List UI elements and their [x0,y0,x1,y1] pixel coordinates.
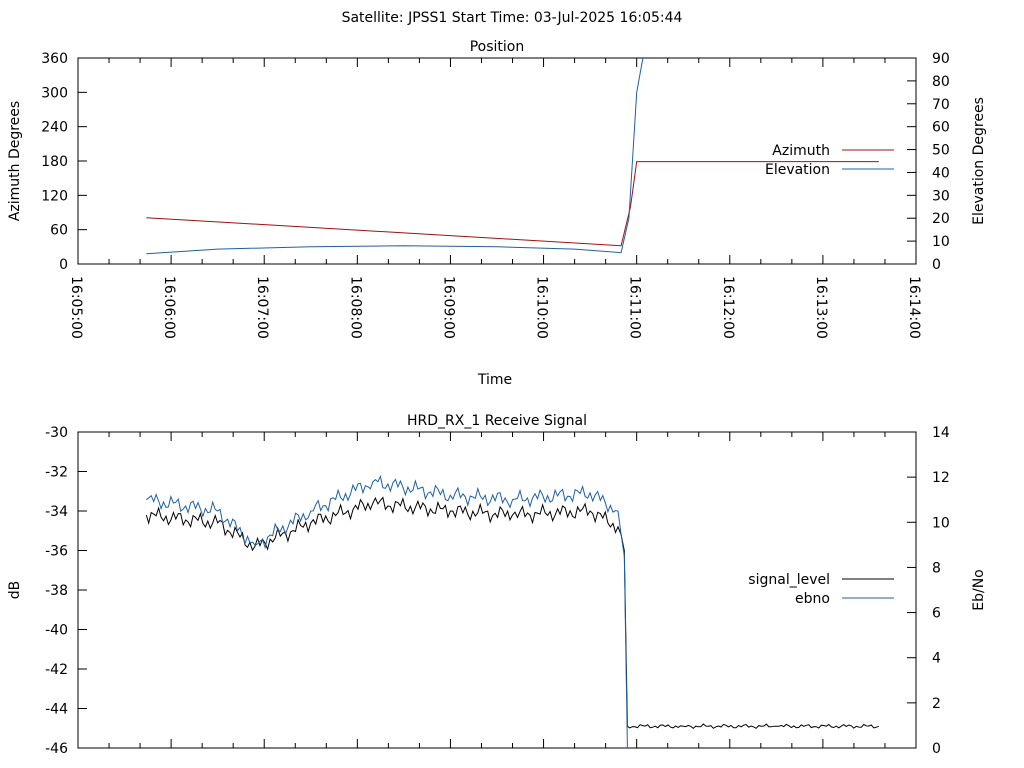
signal-y-tick-label: -46 [45,741,68,757]
signal-y-tick-label: -32 [45,465,68,481]
position-y2-tick-label: 50 [932,143,950,159]
signal-y-tick-label: -44 [45,702,68,718]
position-y-tick-label: 360 [41,51,68,67]
position-y-tick-label: 240 [41,120,68,136]
position-legend-label: Elevation [765,162,830,178]
position-x-axis-label: Time [477,372,512,388]
signal-y2-tick-label: 2 [932,696,941,712]
position-y-tick-label: 300 [41,85,68,101]
signal-legend-label: signal_level [748,572,830,588]
signal-y-tick-label: -38 [45,583,68,599]
position-y2-tick-label: 70 [932,97,950,113]
position-series-azimuth [146,161,879,247]
position-y2-tick-label: 30 [932,188,950,204]
position-x-tick-label: 16:14:00 [906,276,922,339]
signal-series-signal-level [145,496,879,730]
position-x-tick-label: 16:08:00 [347,276,363,339]
signal-y2-tick-label: 0 [932,741,941,757]
position-y-axis-label: Azimuth Degrees [7,101,23,221]
position-y-tick-label: 180 [41,154,68,170]
signal-y-axis-label: dB [7,581,23,600]
signal-y2-tick-label: 4 [932,651,941,667]
position-legend-label: Azimuth [772,143,830,159]
position-x-tick-label: 16:13:00 [813,276,829,339]
signal-y2-tick-label: 8 [932,560,941,576]
signal-legend-label: ebno [795,591,830,607]
signal-series-ebno [146,474,628,748]
position-chart-title: Position [470,39,525,55]
position-y2-tick-label: 80 [932,74,950,90]
position-series-elevation [146,58,644,255]
position-y-tick-label: 0 [59,257,68,273]
signal-y-tick-label: -30 [45,425,68,441]
position-x-tick-label: 16:11:00 [627,276,643,339]
position-y2-tick-label: 60 [932,120,950,136]
position-x-tick-label: 16:09:00 [440,276,456,339]
signal-y2-tick-label: 14 [932,425,950,441]
position-x-tick-label: 16:10:00 [534,276,550,339]
position-x-tick-label: 16:12:00 [720,276,736,339]
signal-y-tick-label: -42 [45,662,68,678]
signal-y-tick-label: -34 [45,504,68,520]
position-x-tick-label: 16:07:00 [254,276,270,339]
position-plot-frame [77,57,917,265]
signal-y2-tick-label: 6 [932,606,941,622]
signal-plot-frame [77,431,917,749]
position-y2-tick-label: 90 [932,51,950,67]
signal-y-tick-label: -40 [45,623,68,639]
position-y-tick-label: 120 [41,188,68,204]
signal-y-tick-label: -36 [45,544,68,560]
signal-y2-tick-label: 12 [932,470,950,486]
figure-title: Satellite: JPSS1 Start Time: 03-Jul-2025… [342,10,683,26]
signal-y2-tick-label: 10 [932,515,950,531]
receive-signal-chart: HRD_RX_1 Receive Signal dB Eb/No -46 -44 -… [7,413,987,757]
position-x-tick-label: 16:06:00 [161,276,177,339]
signal-chart-title: HRD_RX_1 Receive Signal [407,413,587,429]
position-y2-axis-label: Elevation Degrees [971,97,987,225]
position-y-tick-label: 60 [50,223,68,239]
signal-y2-axis-label: Eb/No [971,569,987,611]
position-chart: Position Time Azimuth Degrees Elevation … [7,39,987,388]
position-x-tick-label: 16:05:00 [68,276,84,339]
position-y2-tick-label: 40 [932,165,950,181]
position-y2-tick-label: 20 [932,211,950,227]
position-y2-tick-label: 0 [932,257,941,273]
position-y2-tick-label: 10 [932,234,950,250]
